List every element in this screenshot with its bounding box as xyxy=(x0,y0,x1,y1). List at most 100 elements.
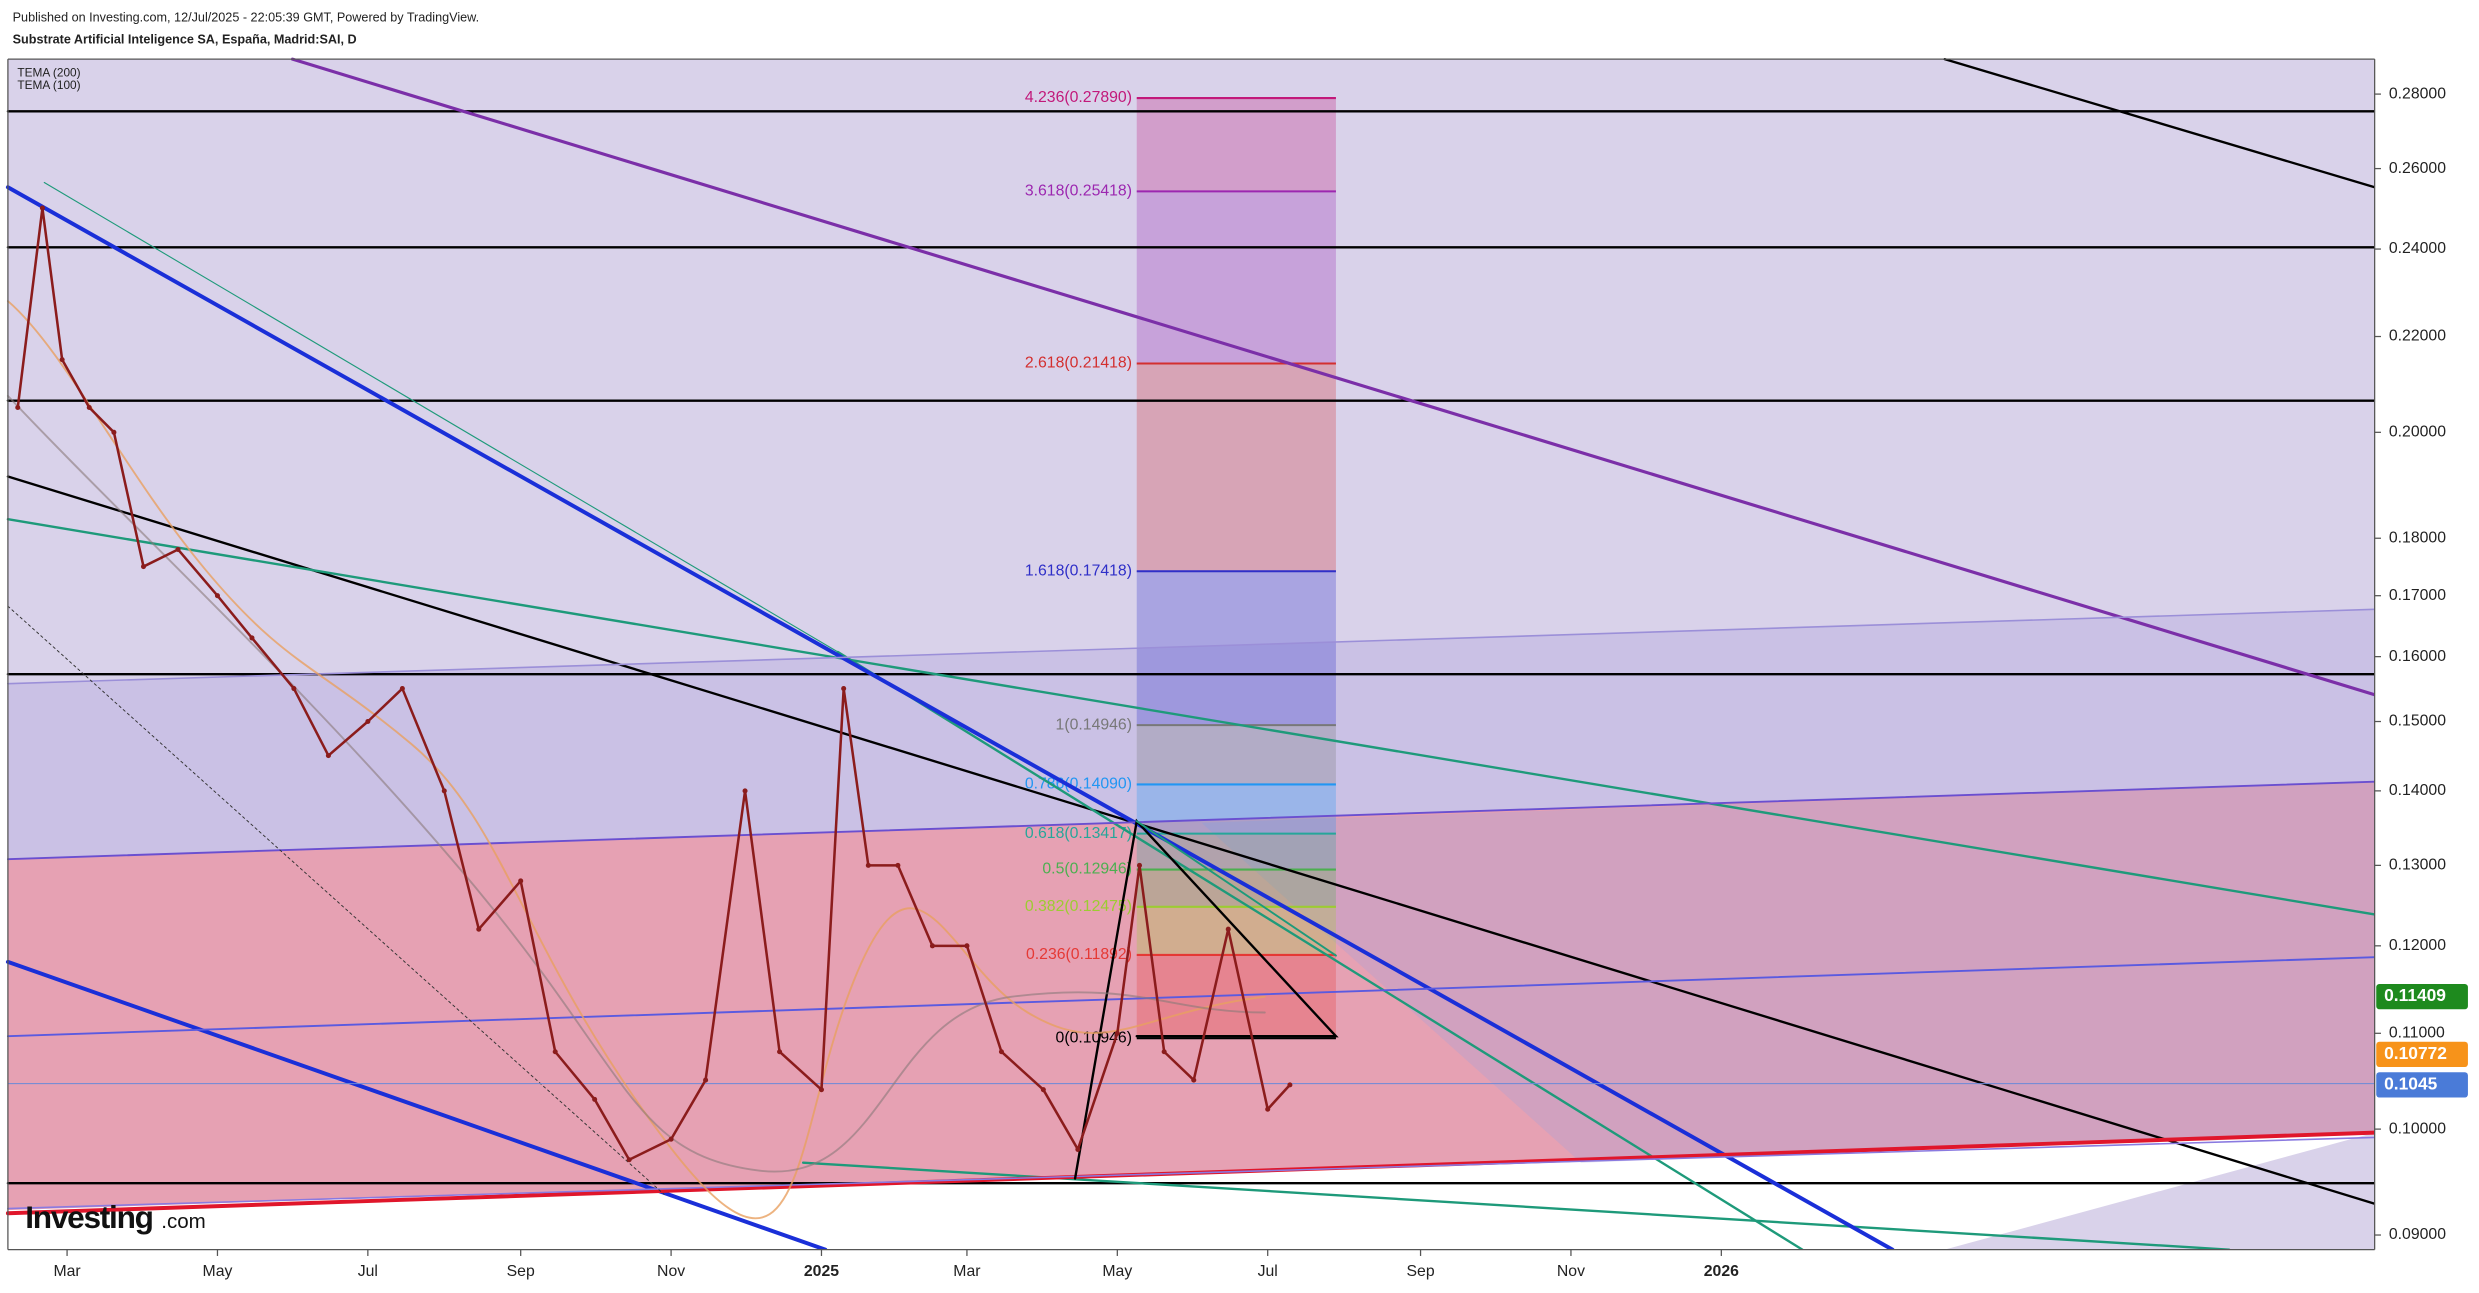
price-tag xyxy=(2376,983,2468,1010)
axes-group: 0.28000 0.26000 0.24000 0.22000 0.20000 0.180… xyxy=(53,85,2468,1280)
price-tag-label: 0.1045 xyxy=(2384,1073,2437,1093)
fib-band xyxy=(1136,725,1336,785)
fib-label: 1.618(0.17418) xyxy=(1025,562,1132,579)
x-tick-label: May xyxy=(203,1263,233,1280)
channel-overlap xyxy=(1201,781,2375,1163)
header-background xyxy=(0,0,2479,58)
drawings xyxy=(5,57,2377,1252)
price-point xyxy=(399,686,405,692)
price-point xyxy=(1191,1077,1197,1083)
price-point xyxy=(552,1049,558,1055)
pattern-line xyxy=(1073,818,1339,1180)
price-point xyxy=(175,546,181,553)
fib-label: 0.786(0.14090) xyxy=(1025,776,1132,793)
fib-label: 0.5(0.12946) xyxy=(1042,861,1132,878)
price-point xyxy=(626,1157,632,1163)
price-point xyxy=(365,718,371,725)
channel-line xyxy=(6,780,2376,861)
y-tick-label: 0.26000 xyxy=(2389,160,2446,177)
fib-band xyxy=(1136,906,1336,955)
y-tick-label: 0.14000 xyxy=(2389,782,2446,799)
y-tick-label: 0.10000 xyxy=(2389,1120,2446,1137)
y-tick-label: 0.11000 xyxy=(2389,1024,2445,1041)
legend-entry: TEMA (200) xyxy=(17,66,80,80)
price-point xyxy=(1265,1106,1271,1112)
price-point xyxy=(249,635,255,641)
price-point xyxy=(1114,1030,1120,1036)
x-tick-label: Mar xyxy=(53,1263,80,1280)
price-tag xyxy=(2376,1041,2468,1068)
pattern-line xyxy=(1135,820,1337,957)
x-tick-label: Sep xyxy=(507,1263,535,1280)
price-point xyxy=(214,593,220,599)
tema-line xyxy=(6,300,1266,1220)
x-tick-label: Nov xyxy=(1557,1263,1585,1280)
instrument-title: Substrate Artificial Inteligence SA, Esp… xyxy=(13,33,357,47)
y-tick-label: 0.09000 xyxy=(2389,1226,2446,1243)
price-point xyxy=(865,862,871,868)
price-point xyxy=(1287,1082,1293,1088)
price-point xyxy=(964,943,970,949)
price-point xyxy=(15,404,21,411)
x-tick-label: Nov xyxy=(657,1263,685,1280)
x-tick-label: Sep xyxy=(1407,1263,1435,1280)
trend-line xyxy=(6,518,2376,916)
price-point xyxy=(818,1087,825,1093)
price-point xyxy=(476,926,482,932)
trend-line xyxy=(1943,57,2376,189)
fib-band xyxy=(1136,98,1336,192)
axis-background xyxy=(2374,0,2479,1293)
trend-line xyxy=(5,185,1895,1252)
logo-suffix: .com xyxy=(161,1210,206,1233)
price-point xyxy=(895,862,901,868)
logo: Investing xyxy=(25,1199,152,1235)
price-point xyxy=(111,429,117,435)
price-point xyxy=(668,1136,674,1142)
fib-band xyxy=(1136,571,1336,726)
fib-label: 0.618(0.13417) xyxy=(1025,825,1132,842)
price-point xyxy=(1075,1146,1081,1152)
price-point xyxy=(59,357,65,363)
axis-background xyxy=(0,1249,2479,1293)
trend-line xyxy=(836,650,1804,1251)
fib-band xyxy=(1136,191,1336,364)
y-tick-label: 0.22000 xyxy=(2389,328,2446,345)
y-tick-label: 0.12000 xyxy=(2389,937,2446,954)
price-point xyxy=(291,686,297,692)
price-tag-label: 0.11409 xyxy=(2384,985,2446,1005)
price-point xyxy=(86,404,92,411)
y-tick-label: 0.13000 xyxy=(2389,857,2446,874)
x-tick-label: Mar xyxy=(953,1263,980,1280)
tema-line xyxy=(6,394,1266,1173)
price-point xyxy=(39,205,45,211)
price-point xyxy=(777,1049,783,1055)
fib-label: 0.236(0.11892) xyxy=(1026,946,1132,963)
y-tick-label: 0.20000 xyxy=(2389,423,2446,440)
price-point xyxy=(703,1077,709,1083)
price-point xyxy=(441,788,447,794)
trend-line xyxy=(43,181,839,653)
price-point xyxy=(929,943,935,949)
fib-label: 4.236(0.27890) xyxy=(1025,89,1132,106)
trend-line xyxy=(5,959,828,1252)
fib-label: 0(0.10946) xyxy=(1056,1029,1132,1046)
fib-label: 1(0.14946) xyxy=(1056,716,1132,733)
fib-label: 0.382(0.12475) xyxy=(1025,898,1132,915)
x-tick-label: May xyxy=(1102,1263,1132,1280)
fib-group: 4.236(0.27890) 3.618(0.25418) 2.618(0.2141… xyxy=(1025,89,1336,1046)
channel-zone xyxy=(1944,1132,2375,1250)
x-tick-label: 2026 xyxy=(1704,1263,1739,1280)
price-point xyxy=(140,564,147,570)
y-tick-label: 0.15000 xyxy=(2389,713,2446,730)
legend-entry: TEMA (100) xyxy=(17,78,80,92)
y-tick-label: 0.17000 xyxy=(2389,587,2446,604)
y-tick-label: 0.16000 xyxy=(2389,648,2446,665)
price-tag-label: 0.10772 xyxy=(2384,1043,2447,1063)
trend-line xyxy=(290,57,2377,697)
channel-band xyxy=(7,609,2375,860)
price-point xyxy=(998,1049,1004,1055)
y-tick-label: 0.24000 xyxy=(2389,240,2446,257)
series-group xyxy=(15,205,1293,1163)
channel-line xyxy=(6,956,2376,1038)
